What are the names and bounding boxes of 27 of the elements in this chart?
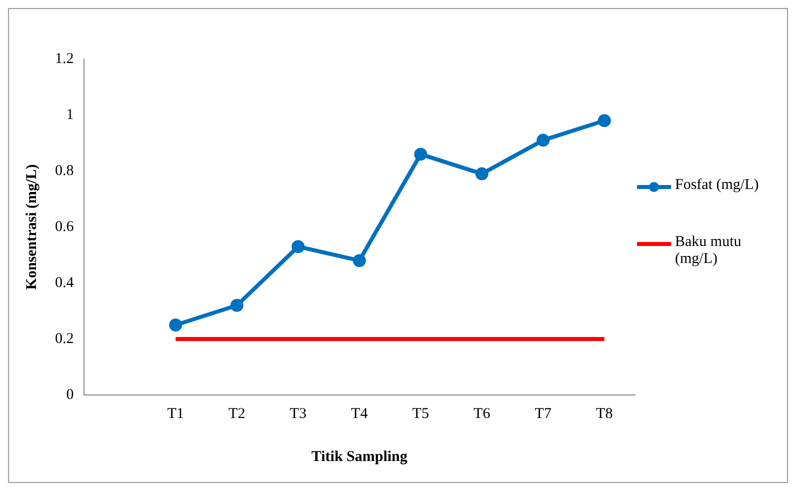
point	[536, 134, 550, 147]
y-tick-label: 1.2	[55, 50, 74, 67]
legend-label: Fosfat (mg/L)	[675, 177, 759, 194]
point	[169, 318, 182, 332]
y-axis-title: Konsentrasi (mg/L)	[24, 164, 40, 290]
x-tick-label: T7	[534, 406, 552, 422]
x-tick-label: T3	[290, 406, 306, 422]
point	[352, 254, 366, 268]
x-tick-label: T1	[167, 406, 184, 422]
legend-label: Baku mutu (mg/L)	[675, 234, 742, 268]
point	[230, 298, 244, 312]
y-tick-label: 1	[66, 106, 74, 123]
y-tick-label: 0.2	[55, 330, 74, 347]
point	[475, 167, 488, 180]
y-tick-label: 0	[66, 386, 74, 403]
x-tick-label: T5	[412, 406, 429, 422]
x-tick-label: T6	[474, 406, 491, 422]
point	[292, 240, 305, 254]
y-tick-label: 0.8	[55, 162, 74, 179]
point	[414, 148, 428, 161]
x-axis-title: Titik Sampling	[311, 448, 408, 465]
x-tick-label: T4	[351, 406, 368, 422]
y-tick-label: 0.6	[55, 218, 74, 235]
y-tick-label: 0.4	[55, 274, 74, 291]
x-tick-label: T8	[596, 406, 613, 422]
x-tick-label: T2	[228, 406, 246, 422]
point	[598, 114, 611, 128]
